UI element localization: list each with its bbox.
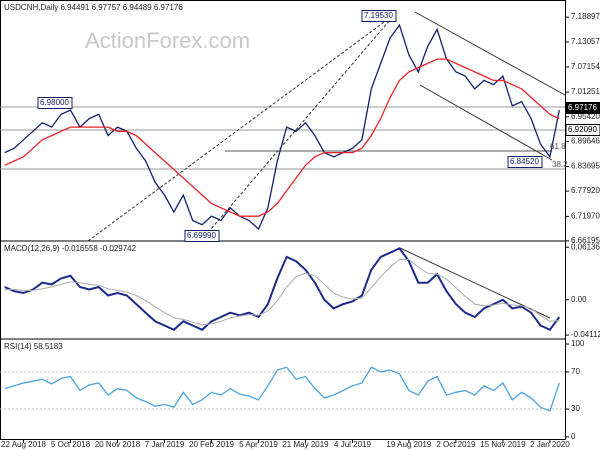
trend-line [204,19,391,237]
annotation-box [184,230,220,242]
series-line [4,247,561,332]
annotation: 38.2 [552,160,568,169]
y-tick-label: 0.061363 [571,242,600,251]
x-tick-label: 5 Apr 2019 [239,440,278,449]
x-tick-label: 21 May 2019 [282,440,329,449]
annotation: 6.69990 [187,231,216,240]
x-tick-label: 5 Oct 2018 [51,440,91,449]
channel-line [414,11,566,96]
trend-line [87,13,396,242]
annotation: 7.19530 [364,11,393,20]
x-tick-label: 2 Jan 2020 [530,440,570,449]
y-tick-label: 0.00 [571,295,587,304]
annotation: 6.98000 [40,98,69,107]
annotation: 6.92090 [568,125,597,134]
x-tick-label: 4 Jul 2019 [334,440,371,449]
annotation-box [565,124,600,136]
x-tick-label: 2 Oct 2019 [436,440,476,449]
annotation: 61.8 [550,142,566,151]
series-line [4,23,560,231]
annotation-box [37,97,73,109]
annotation: 6.84520 [510,157,539,166]
channel-line [419,84,553,161]
watermark: ActionForex.com [85,28,250,53]
y-tick-label: -0.041124 [571,330,600,339]
y-tick-label: 6.89646 [571,136,600,145]
y-tick-label: 7.01251 [571,87,600,96]
y-tick-label: 0 [571,432,576,441]
y-tick-label: 6.77920 [571,186,600,195]
series-line [4,259,560,326]
annotation-box [361,10,397,22]
y-tick-label: 30 [571,404,580,413]
x-tick-label: 20 Nov 2018 [95,440,141,449]
y-tick-label: 6.83695 [571,162,600,171]
y-tick-label: 7.07154 [571,62,600,71]
y-tick-label: 7.18897 [571,12,600,21]
series-line [4,366,560,412]
y-tick-label: 7.13057 [571,37,600,46]
panel-title: MACD(12,26,9) -0.016558 -0.029742 [4,244,137,253]
x-tick-label: 20 Feb 2019 [189,440,234,449]
x-tick-label: 7 Jan 2019 [145,440,185,449]
x-tick-label: 22 Aug 2018 [1,440,46,449]
chart-title: USDCNH,Daily 6.94491 6.97757 6.94489 6.9… [4,3,183,12]
y-tick-label: 70 [571,367,580,376]
annotation-box [507,156,543,168]
y-tick-label: 100 [571,339,585,348]
x-tick-label: 19 Aug 2019 [386,440,431,449]
frame [0,0,566,440]
x-tick-label: 15 Nov 2019 [480,440,526,449]
panel-title: RSI(14) 58.5183 [4,342,63,351]
annotation: 6.97176 [568,103,597,112]
series-line [4,58,560,217]
y-tick-label: 6.95420 [571,112,600,121]
annotation-box [565,102,600,114]
y-tick-label: 6.71970 [571,211,600,220]
y-tick-label: 6.66195 [571,236,600,245]
